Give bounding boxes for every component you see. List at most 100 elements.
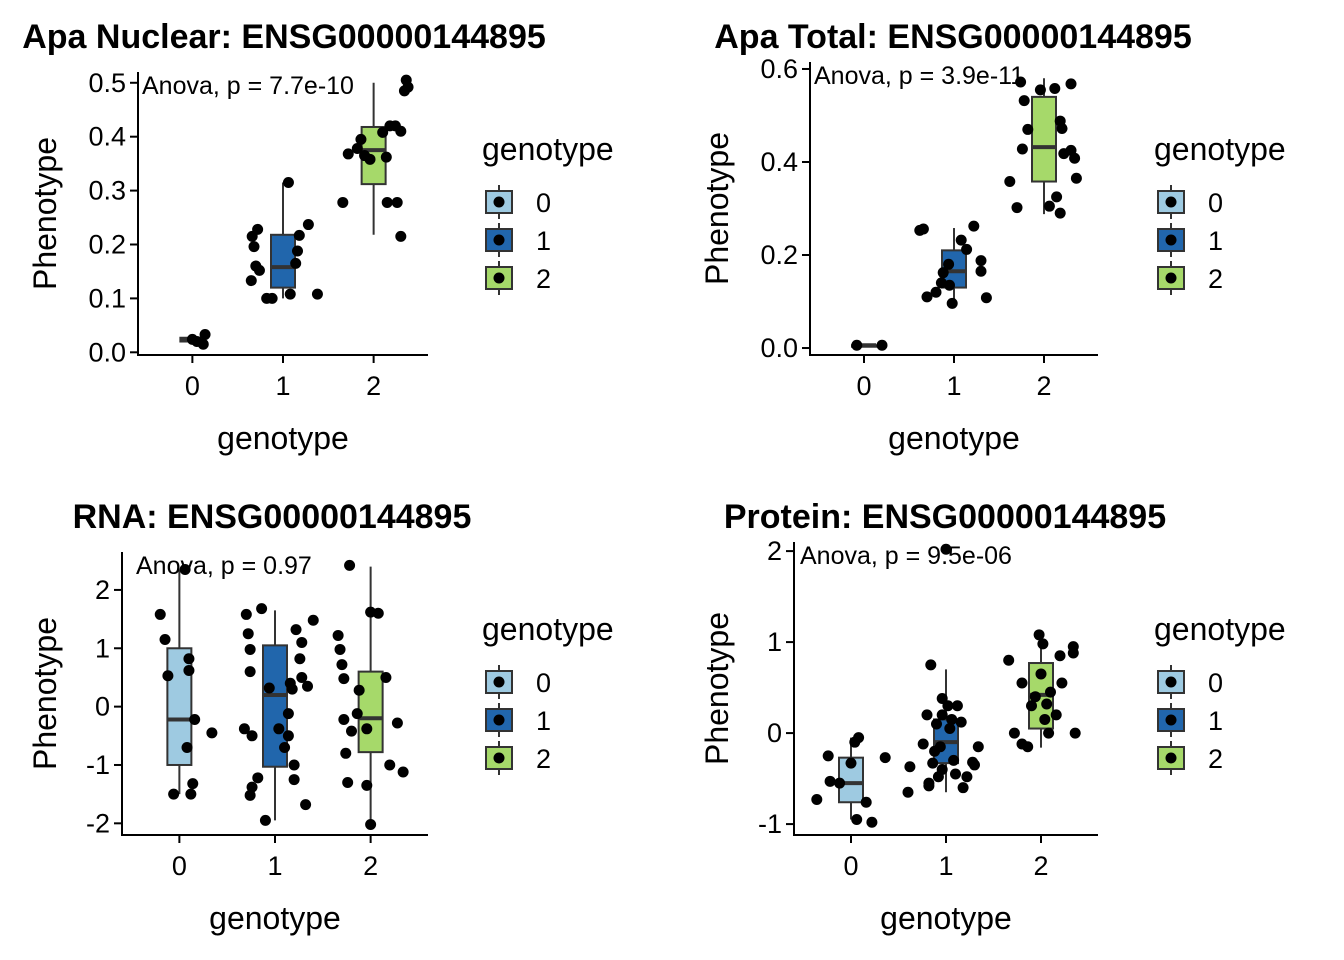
data-point — [1016, 143, 1028, 155]
legend-label: 2 — [1208, 264, 1223, 294]
legend-title: genotype — [1154, 131, 1286, 167]
data-point — [336, 659, 348, 671]
data-point — [288, 774, 300, 786]
chart-panel-2: RNA: ENSG00000144895 -2 -1 0 1 2 0 1 2 genotype Ph… — [27, 498, 614, 936]
legend-key-point — [1165, 676, 1177, 688]
data-point — [302, 680, 314, 692]
legend-label: 1 — [1208, 706, 1223, 736]
data-point — [936, 763, 948, 775]
legend-label: 0 — [536, 668, 551, 698]
y-tick-label: 0.6 — [760, 54, 798, 84]
anova-annotation: Anova, p = 7.7e-10 — [142, 72, 354, 100]
data-point — [1054, 207, 1066, 219]
data-point — [972, 741, 984, 753]
data-point — [944, 279, 955, 291]
data-point — [925, 659, 937, 671]
data-point — [946, 297, 958, 309]
data-point — [342, 776, 354, 788]
data-point — [937, 267, 949, 279]
x-tick-label: 0 — [843, 851, 858, 881]
data-point — [279, 741, 291, 753]
data-point — [400, 74, 412, 86]
data-point — [296, 636, 308, 648]
data-point — [248, 241, 260, 253]
data-point — [380, 671, 392, 683]
data-point — [1065, 78, 1077, 90]
data-point — [183, 664, 195, 676]
data-point — [917, 223, 929, 235]
data-point — [337, 196, 349, 208]
data-point — [942, 700, 954, 712]
data-point — [183, 653, 195, 665]
x-axis-label: genotype — [880, 900, 1012, 936]
data-point — [240, 608, 252, 620]
data-point — [242, 628, 254, 640]
data-point — [365, 818, 377, 830]
data-point — [391, 196, 403, 208]
data-point — [930, 286, 942, 298]
data-point — [351, 143, 363, 155]
data-point — [286, 683, 298, 695]
x-tick-label: 2 — [1033, 851, 1048, 881]
data-point — [1034, 84, 1046, 96]
x-axis-label: genotype — [209, 900, 341, 936]
data-point — [968, 220, 980, 232]
y-axis-label: Phenotype — [27, 617, 63, 770]
legend-label: 1 — [536, 226, 551, 256]
data-point — [266, 292, 278, 304]
y-tick-label: 0 — [767, 718, 782, 748]
data-point — [1003, 654, 1015, 666]
data-point — [282, 730, 294, 742]
x-axis-label: genotype — [217, 420, 349, 456]
data-point — [1070, 172, 1082, 184]
data-point — [1039, 713, 1051, 725]
y-tick-label: 0.2 — [88, 229, 126, 259]
y-tick-label: 0.2 — [760, 240, 798, 270]
legend-label: 0 — [1208, 668, 1223, 698]
data-point — [1041, 698, 1053, 710]
data-point — [189, 713, 201, 725]
data-point — [282, 708, 294, 720]
data-point — [1043, 200, 1055, 212]
data-point — [282, 177, 294, 189]
data-point — [259, 814, 271, 826]
legend-title: genotype — [482, 131, 614, 167]
y-tick-label: 0.3 — [88, 176, 126, 206]
data-point — [293, 229, 305, 241]
y-tick-label: 1 — [767, 627, 782, 657]
data-point — [346, 725, 357, 737]
x-axis-label: genotype — [888, 420, 1020, 456]
data-point — [931, 718, 942, 730]
data-point — [824, 775, 836, 787]
data-point — [1022, 123, 1034, 135]
data-point — [302, 219, 314, 231]
legend: genotype 0 1 2 — [1154, 131, 1286, 295]
data-point — [395, 230, 407, 242]
data-point — [955, 716, 967, 728]
data-point — [1008, 727, 1020, 739]
legend: genotype 0 1 2 — [482, 611, 614, 775]
legend-label: 2 — [536, 264, 551, 294]
data-point — [246, 730, 258, 742]
data-point — [294, 653, 306, 665]
data-point — [944, 723, 956, 735]
data-point — [1069, 152, 1081, 164]
legend: genotype 0 1 2 — [482, 131, 614, 295]
data-point — [381, 196, 393, 208]
data-point — [307, 614, 319, 626]
chart-title: Apa Nuclear: ENSG00000144895 — [22, 18, 546, 56]
legend-title: genotype — [1154, 611, 1286, 647]
y-tick-label: 0.0 — [88, 337, 126, 367]
y-tick-label: -1 — [86, 750, 110, 780]
data-point — [334, 643, 346, 655]
data-point — [1016, 677, 1028, 689]
data-point — [948, 754, 960, 766]
data-point — [290, 257, 302, 269]
data-point — [980, 292, 992, 304]
data-point — [338, 713, 350, 725]
data-point — [1067, 647, 1079, 659]
data-point — [252, 223, 264, 235]
legend-label: 2 — [536, 744, 551, 774]
data-point — [845, 757, 857, 769]
